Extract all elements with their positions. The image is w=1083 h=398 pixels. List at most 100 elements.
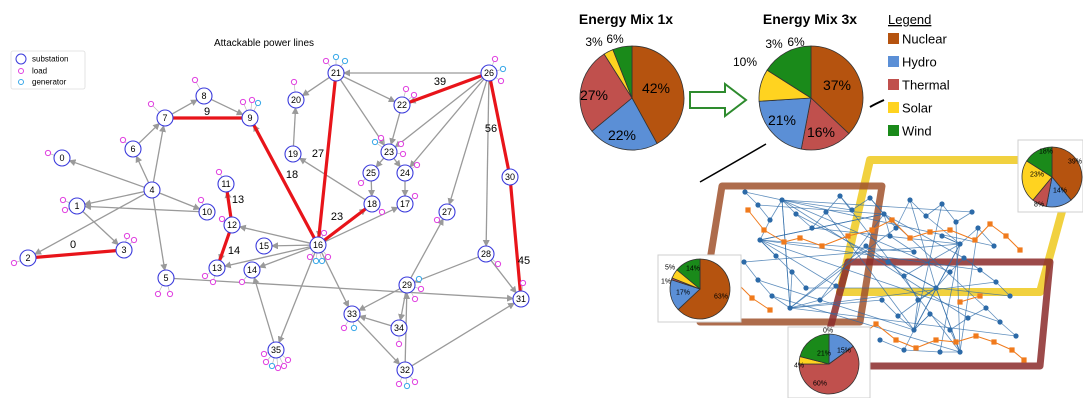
map-line <box>825 211 915 331</box>
substation-node <box>19 249 37 267</box>
map-line <box>781 199 969 319</box>
yellow-wind-label: 18% <box>1039 149 1053 156</box>
map-line <box>799 237 823 247</box>
map-bus <box>879 297 885 303</box>
map-bus <box>939 233 945 239</box>
grid-edge <box>447 80 488 206</box>
map-line <box>743 261 759 281</box>
map-line <box>811 211 827 229</box>
map-bus <box>993 279 999 285</box>
substation-label: 17 <box>400 199 410 209</box>
line-label-56: 56 <box>485 123 497 135</box>
map-line <box>781 199 973 213</box>
substation-node <box>284 145 302 163</box>
substation-node <box>208 259 226 277</box>
map-line <box>895 339 917 349</box>
substation-label: 3 <box>121 245 126 255</box>
load-legend-icon <box>18 68 24 74</box>
substation-node <box>396 195 414 213</box>
substation-node <box>217 175 235 193</box>
line-label-45: 45 <box>518 255 530 267</box>
map-line <box>975 335 995 343</box>
substation-label: 27 <box>442 207 452 217</box>
map-line <box>887 261 937 289</box>
map-generator <box>957 299 963 305</box>
map-line <box>747 209 765 231</box>
grid-edge <box>342 75 396 103</box>
load-marker <box>494 260 502 268</box>
map-bus <box>961 255 967 261</box>
regional-grid-map: 39% 14% 8% 23% 18% 63% 17% 1% 5% 14% 15%… <box>657 139 1083 398</box>
map-bus <box>877 337 883 343</box>
red-solar-label: 4% <box>794 363 804 370</box>
map-generator <box>749 295 755 301</box>
map-bus <box>885 259 891 265</box>
substation-label: 26 <box>484 68 494 78</box>
substation-node <box>477 245 495 263</box>
load-marker <box>306 253 314 261</box>
map-bus <box>837 193 843 199</box>
red-thermal-label: 60% <box>813 381 827 388</box>
map-bus <box>965 315 971 321</box>
line-label-14: 14 <box>228 245 240 257</box>
substation-label: 33 <box>347 309 357 319</box>
substation-node <box>198 203 216 221</box>
grid-edge <box>398 292 407 322</box>
map-bus <box>901 273 907 279</box>
map-generator <box>907 235 913 241</box>
legend-title: Legend <box>888 12 931 27</box>
load-marker <box>395 380 403 388</box>
pie-slice <box>677 258 731 320</box>
legend-hydro-swatch <box>888 56 899 67</box>
map-bus <box>887 233 893 239</box>
map-line <box>781 199 853 211</box>
map-bus <box>975 225 981 231</box>
attackable-line <box>248 116 320 247</box>
map-line <box>913 299 919 331</box>
substation-node <box>115 241 133 259</box>
load-generator-markers <box>10 53 527 390</box>
generator-marker <box>350 324 358 332</box>
load-marker <box>218 215 226 223</box>
map-line <box>903 329 915 351</box>
grid-edge <box>68 159 145 188</box>
substation-label: 8 <box>201 91 206 101</box>
load-marker <box>215 168 223 176</box>
map-line <box>955 335 977 343</box>
map-generator <box>1003 233 1009 239</box>
grid-edge <box>159 192 201 211</box>
grid-edge <box>339 79 386 147</box>
map-line <box>909 199 927 217</box>
map-bus <box>953 219 959 225</box>
load-marker <box>284 356 292 364</box>
map-line <box>821 235 849 247</box>
load-marker <box>262 358 270 366</box>
load-marker <box>410 91 418 99</box>
grid-edge <box>152 124 166 183</box>
pie-slice <box>810 45 864 135</box>
substation-label: 0 <box>59 153 64 163</box>
map-generator <box>933 337 939 343</box>
substation-node <box>287 91 305 109</box>
map-bus <box>787 305 793 311</box>
grid-edge <box>138 122 160 144</box>
map-line <box>959 295 981 303</box>
substation-node <box>512 290 530 308</box>
load-marker <box>402 85 410 93</box>
map-generator <box>987 221 993 227</box>
red-hydro-label: 15% <box>837 348 851 355</box>
map-generator <box>889 217 895 223</box>
load-marker <box>119 136 127 144</box>
grid-edge <box>490 259 517 294</box>
map-bus <box>769 293 775 299</box>
map-line <box>915 339 937 349</box>
load-marker <box>340 324 348 332</box>
red-zero-label: 0% <box>823 328 833 335</box>
map-line <box>851 197 871 211</box>
map-bus <box>911 249 917 255</box>
pie-slice <box>591 97 658 151</box>
pie-slice <box>1021 160 1053 201</box>
legend-substation-label: substation <box>32 55 68 64</box>
map-line <box>909 199 937 289</box>
